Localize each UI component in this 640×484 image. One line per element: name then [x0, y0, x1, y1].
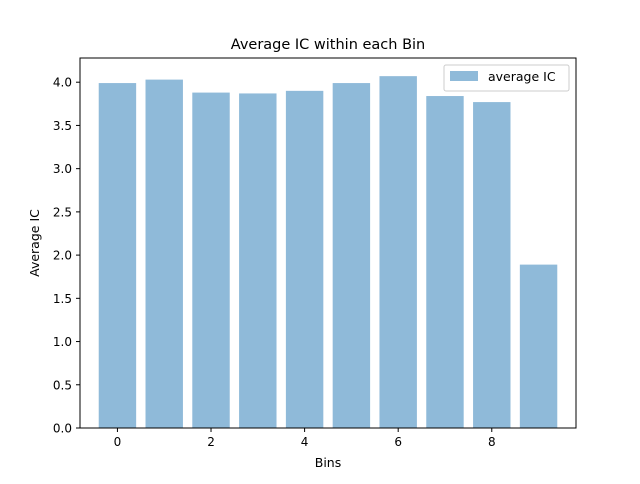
bar-4 [285, 90, 324, 428]
bar-3 [239, 93, 277, 428]
y-tick-label: 2.0 [53, 249, 72, 263]
y-tick-label: 1.0 [53, 335, 72, 349]
legend-label: average IC [488, 69, 556, 84]
bar-5 [332, 83, 371, 428]
plot-frame [79, 57, 577, 429]
y-axis-ticks: 0.0 0.5 1.0 1.5 2.0 2.5 3.0 3.5 4.0 [53, 76, 80, 436]
bar-6 [379, 76, 417, 429]
bar-2 [192, 92, 230, 428]
bars-group [98, 76, 558, 429]
chart-title: Average IC within each Bin [231, 37, 426, 53]
bar-1 [145, 79, 183, 429]
x-tick-label: 6 [394, 435, 402, 449]
legend-swatch [450, 71, 478, 81]
y-tick-label: 3.5 [53, 119, 72, 133]
bar-0 [98, 83, 137, 428]
y-axis-label: Average IC [27, 209, 42, 277]
y-tick-label: 0.0 [53, 422, 72, 436]
bar-9 [519, 264, 558, 428]
y-tick-label: 1.5 [53, 292, 72, 306]
y-tick-label: 0.5 [53, 378, 72, 392]
bar-7 [426, 96, 464, 428]
x-tick-label: 4 [301, 435, 309, 449]
x-axis-label: Bins [315, 455, 341, 470]
x-tick-label: 2 [207, 435, 215, 449]
legend: average IC [443, 64, 570, 92]
x-axis-ticks: 0 2 4 6 8 [114, 428, 496, 449]
x-tick-label: 8 [488, 435, 496, 449]
bar-8 [473, 102, 511, 428]
y-tick-label: 3.0 [53, 162, 72, 176]
y-tick-label: 2.5 [53, 205, 72, 219]
x-tick-label: 0 [114, 435, 122, 449]
y-tick-label: 4.0 [53, 76, 72, 90]
